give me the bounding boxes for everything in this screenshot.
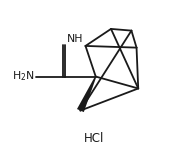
Text: HCl: HCl: [84, 132, 104, 145]
Polygon shape: [77, 76, 96, 112]
Text: NH: NH: [67, 34, 83, 44]
Text: H$_2$N: H$_2$N: [12, 70, 35, 83]
